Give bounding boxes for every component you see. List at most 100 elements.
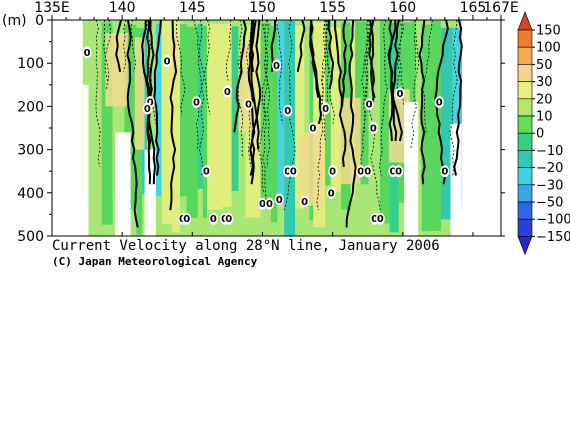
contour-line [388, 19, 395, 142]
zero-label-text: 0 [329, 167, 336, 178]
zero-label-bg [82, 46, 92, 59]
contour-line [146, 19, 156, 124]
no-data-gap [115, 132, 131, 236]
colorbar-label: 50 [536, 58, 553, 73]
eastward-current-patch [105, 32, 128, 107]
colorbar-label: 20 [536, 92, 553, 107]
velocity-band [415, 20, 422, 216]
no-data-gap [404, 102, 419, 236]
contour-line [345, 19, 357, 228]
zero-contour-label: 0 [264, 197, 274, 210]
zero-contour-label: 0 [243, 98, 253, 111]
velocity-band [172, 20, 181, 233]
contour-line [95, 19, 101, 167]
contour-line [368, 19, 375, 107]
colorbar-swatch [517, 218, 533, 237]
zero-contour-label: 0 [162, 55, 172, 68]
zero-label-bg [368, 122, 378, 134]
colorbar-label: 100 [536, 41, 561, 56]
y-tick-label: 0 [35, 13, 44, 29]
velocity-band [180, 24, 187, 197]
zero-contour-label: 0 [142, 102, 152, 115]
zero-contour-label: 0 [321, 102, 331, 115]
zero-label-bg [224, 212, 234, 225]
zero-contour-label: 0 [224, 212, 234, 225]
colorbar-label: −150 [536, 230, 570, 245]
zero-label-bg [274, 193, 284, 206]
zero-label-bg [440, 165, 450, 178]
zero-label-bg [142, 102, 152, 115]
zero-label-text: 0 [273, 61, 280, 72]
zero-contour-label: 0 [288, 165, 298, 178]
zero-contour-label: 0 [395, 87, 405, 100]
colorbar-label: −100 [536, 213, 570, 228]
zero-label-text: 0 [328, 188, 335, 199]
contour-line [153, 19, 162, 176]
x-tick-label: 140 [109, 0, 136, 16]
chart-credit: (C) Japan Meteorological Agency [52, 255, 258, 268]
colorbar-bottom-arrow [517, 236, 533, 256]
zero-label-bg [394, 165, 404, 178]
contour-line [453, 19, 463, 176]
contour-line [169, 19, 178, 211]
zero-contour-label: 0 [394, 165, 404, 178]
x-tick-label: 167E [483, 0, 519, 16]
velocity-band [197, 23, 203, 189]
zero-label-text: 0 [366, 100, 373, 111]
velocity-band [430, 21, 441, 231]
colorbar-top-arrow [517, 11, 533, 31]
contour-line [245, 19, 253, 167]
x-tick-label: 135E [34, 0, 70, 16]
zero-label-bg [288, 165, 298, 178]
velocity-band [186, 26, 198, 219]
zero-label-text: 0 [203, 167, 210, 178]
velocity-band [206, 23, 223, 210]
velocity-band [271, 25, 278, 223]
colorbar-swatch [517, 132, 533, 151]
zero-label-bg [257, 197, 267, 210]
zero-contour-label: 0 [356, 165, 366, 178]
zero-label-bg [375, 212, 385, 225]
zero-label-bg [264, 197, 274, 210]
zero-label-bg [364, 98, 374, 111]
contour-line [146, 19, 155, 150]
contour-line [115, 19, 123, 72]
colorbar-swatch [517, 115, 533, 134]
no-data-gap [450, 123, 462, 236]
contour-line [391, 19, 403, 142]
zero-label-text: 0 [396, 89, 403, 100]
zero-label-text: 0 [290, 167, 297, 178]
zero-contour-label: 0 [192, 96, 202, 109]
velocity-band [325, 20, 331, 186]
zero-label-text: 0 [245, 100, 252, 111]
zero-contour-label: 0 [328, 165, 338, 178]
velocity-band [161, 21, 173, 225]
contour-line [249, 19, 262, 176]
velocity-band [330, 27, 342, 192]
zero-label-text: 0 [389, 167, 396, 178]
velocity-band [380, 20, 390, 224]
colorbar-swatch [517, 150, 533, 168]
zero-contour-label: 0 [364, 98, 374, 111]
zero-label-text: 0 [144, 104, 151, 115]
zero-label-text: 0 [224, 87, 231, 98]
zero-contour-label: 0 [257, 197, 267, 210]
velocity-band [155, 23, 162, 197]
chart-title: Current Velocity along 28°N line, Januar… [52, 238, 440, 254]
zero-label-text: 0 [183, 214, 190, 225]
contour-line [198, 19, 211, 176]
zero-contour-label: 0 [208, 212, 218, 225]
zero-contour-label: 0 [434, 96, 444, 109]
zero-contour-label: 0 [283, 104, 293, 117]
zero-label-text: 0 [395, 167, 402, 178]
x-tick-label: 145 [179, 0, 206, 16]
velocity-band [313, 21, 326, 228]
zero-label-text: 0 [225, 214, 232, 225]
zero-label-text: 0 [322, 104, 329, 115]
zero-label-bg [208, 212, 218, 225]
velocity-band [147, 25, 156, 199]
contour-line [249, 19, 255, 72]
colorbar-swatch [517, 98, 533, 117]
velocity-band [260, 22, 272, 203]
